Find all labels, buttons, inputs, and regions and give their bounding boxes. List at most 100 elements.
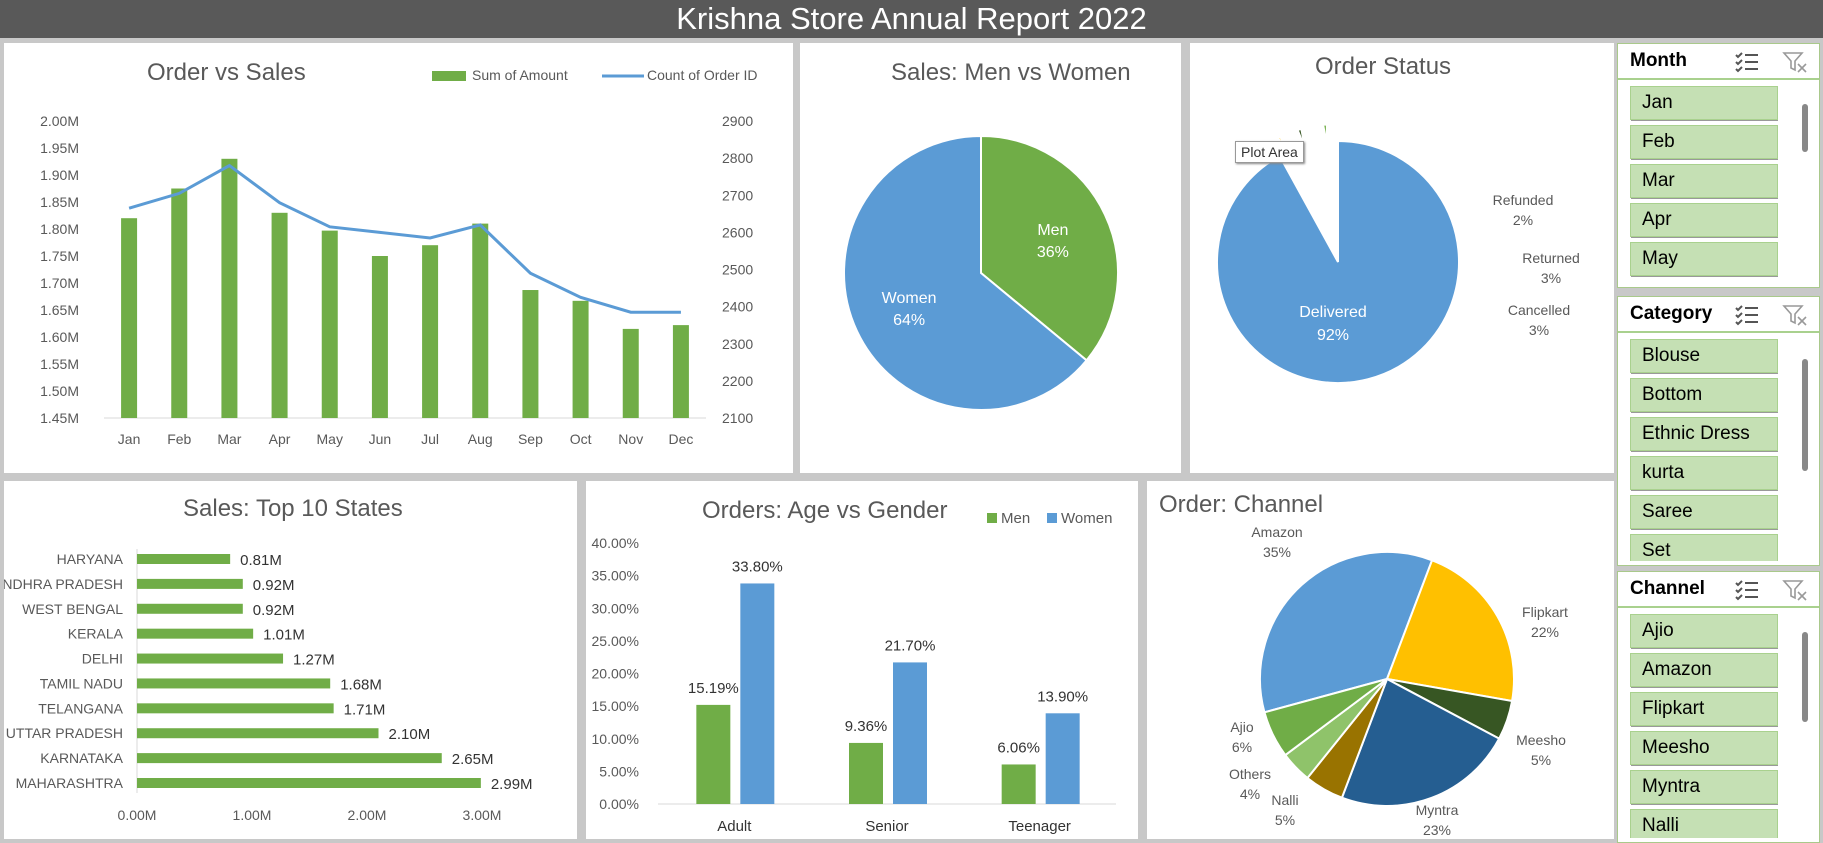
channel-slicer-scrollbar[interactable] bbox=[1799, 622, 1811, 832]
order-status-panel[interactable]: Order Status Delivered 92% Refunded 2% Retur… bbox=[1190, 43, 1614, 473]
multi-select-icon[interactable] bbox=[1734, 303, 1760, 327]
data-label: 1.71M bbox=[344, 701, 386, 718]
slice-label: Refunded bbox=[1493, 192, 1554, 208]
channel-slicer[interactable]: Channel Ajio Amazon Flipkart Meesho Myntra Na… bbox=[1617, 571, 1820, 843]
category-slicer-title: Category bbox=[1630, 303, 1713, 324]
y-tick-label: 1.60M bbox=[40, 329, 79, 345]
category-slicer-scrollbar[interactable] bbox=[1799, 347, 1811, 555]
y2-tick-label: 2800 bbox=[722, 150, 753, 166]
y-tick-label: WEST BENGAL bbox=[22, 601, 123, 617]
age-gender-title: Orders: Age vs Gender bbox=[702, 497, 948, 524]
slicer-item-apr[interactable]: Apr bbox=[1630, 203, 1778, 237]
y-tick-label: UTTAR PRADESH bbox=[6, 725, 123, 741]
slicer-item-jan[interactable]: Jan bbox=[1630, 86, 1778, 120]
slicer-item-may[interactable]: May bbox=[1630, 242, 1778, 276]
slicer-item-flipkart[interactable]: Flipkart bbox=[1630, 692, 1778, 726]
month-slicer-title: Month bbox=[1630, 50, 1687, 71]
slicer-item-ajio[interactable]: Ajio bbox=[1630, 614, 1778, 648]
category-slicer[interactable]: Category Blouse Bottom Ethnic Dress kurta Sa… bbox=[1617, 296, 1820, 566]
clear-filter-icon[interactable] bbox=[1782, 578, 1808, 602]
bar bbox=[137, 653, 284, 664]
scrollbar-thumb[interactable] bbox=[1802, 632, 1808, 722]
x-tick-label: Jan bbox=[118, 431, 141, 447]
x-tick-label: Nov bbox=[618, 431, 643, 447]
slicer-item-saree[interactable]: Saree bbox=[1630, 495, 1778, 529]
slicer-item-mar[interactable]: Mar bbox=[1630, 164, 1778, 198]
x-tick-label: 2.00M bbox=[348, 807, 387, 823]
y2-tick-label: 2400 bbox=[722, 299, 753, 315]
y-tick-label: 1.50M bbox=[40, 383, 79, 399]
pie-slice bbox=[1340, 677, 1501, 807]
order-vs-sales-chart[interactable]: 2.00M 1.95M 1.90M 1.85M 1.80M 1.75M 1.70M 1.65M… bbox=[4, 43, 793, 473]
scrollbar-thumb[interactable] bbox=[1802, 104, 1808, 152]
age-gender-chart[interactable]: 40.00% 35.00% 30.00% 25.00% 20.00% 15.00% 10.0… bbox=[586, 481, 1138, 839]
slicer-item-blouse[interactable]: Blouse bbox=[1630, 339, 1778, 373]
x-tick-label: Oct bbox=[570, 431, 592, 447]
bar bbox=[371, 256, 388, 418]
clear-filter-icon[interactable] bbox=[1782, 50, 1808, 74]
bar bbox=[137, 703, 334, 714]
order-status-chart[interactable]: Delivered 92% Refunded 2% Returned 3% Cancelle… bbox=[1190, 43, 1614, 473]
age-gender-panel[interactable]: Orders: Age vs Gender 40.00% 35.00% 30.00%… bbox=[586, 481, 1138, 839]
men-vs-women-panel[interactable]: Sales: Men vs Women Men 36% Women 64% bbox=[800, 43, 1181, 473]
slice-value: 92% bbox=[1317, 327, 1349, 344]
slice-value: 23% bbox=[1423, 822, 1451, 838]
slice-value: 5% bbox=[1275, 812, 1295, 828]
slice-value: 5% bbox=[1531, 752, 1551, 768]
y-tick-label: 20.00% bbox=[592, 666, 639, 682]
slicer-item-meesho[interactable]: Meesho bbox=[1630, 731, 1778, 765]
channel-panel[interactable]: Order: Channel Amazon 35% Flipkart 22% Meesh… bbox=[1147, 481, 1614, 839]
y-tick-label: ANDHRA PRADESH bbox=[4, 576, 123, 592]
bar bbox=[572, 300, 589, 418]
y-tick-label: 0.00% bbox=[599, 796, 639, 812]
y2-tick-label: 2100 bbox=[722, 410, 753, 426]
month-slicer[interactable]: Month Jan Feb Mar Apr May bbox=[1617, 43, 1820, 288]
x-tick-label: May bbox=[317, 431, 343, 447]
bar bbox=[121, 218, 138, 418]
top-states-panel[interactable]: Sales: Top 10 States HARYANA 0.81M ANDHRA … bbox=[4, 481, 577, 839]
bar bbox=[472, 223, 489, 418]
channel-chart[interactable]: Amazon 35% Flipkart 22% Meesho 5% Myntra 23% Nal… bbox=[1147, 481, 1614, 839]
men-vs-women-chart[interactable]: Men 36% Women 64% bbox=[800, 43, 1181, 473]
y-tick-label: KARNATAKA bbox=[40, 750, 123, 766]
slicer-item-kurta[interactable]: kurta bbox=[1630, 456, 1778, 490]
slicer-item-myntra[interactable]: Myntra bbox=[1630, 770, 1778, 804]
slicer-item-feb[interactable]: Feb bbox=[1630, 125, 1778, 159]
slice-label: Cancelled bbox=[1508, 302, 1570, 318]
multi-select-icon[interactable] bbox=[1734, 50, 1760, 74]
y-tick-label: 5.00% bbox=[599, 763, 639, 779]
pie-slice bbox=[1216, 139, 1460, 384]
slicer-item-set[interactable]: Set bbox=[1630, 534, 1778, 561]
bar bbox=[321, 230, 338, 418]
slice-label: Meesho bbox=[1516, 732, 1566, 748]
data-label: 33.80% bbox=[732, 558, 783, 575]
slicer-item-amazon[interactable]: Amazon bbox=[1630, 653, 1778, 687]
bar bbox=[622, 328, 639, 418]
x-tick-label: Jul bbox=[421, 431, 439, 447]
scrollbar-thumb[interactable] bbox=[1802, 359, 1808, 471]
y-tick-label: DELHI bbox=[82, 651, 123, 667]
x-tick-label: Aug bbox=[468, 431, 493, 447]
slice-label: Men bbox=[1037, 222, 1068, 239]
top-states-chart[interactable]: HARYANA 0.81M ANDHRA PRADESH 0.92M WEST BENG… bbox=[4, 481, 577, 839]
x-tick-label: Senior bbox=[865, 818, 908, 835]
month-slicer-scrollbar[interactable] bbox=[1799, 94, 1811, 277]
y-tick-label: 30.00% bbox=[592, 600, 639, 616]
bar bbox=[137, 578, 243, 589]
month-slicer-header: Month bbox=[1618, 44, 1819, 80]
y-tick-label: 25.00% bbox=[592, 633, 639, 649]
order-vs-sales-panel[interactable]: Order vs Sales 2.00M 1.95M 1.90M 1.85M 1.80M… bbox=[4, 43, 793, 473]
clear-filter-icon[interactable] bbox=[1782, 303, 1808, 327]
y2-tick-label: 2900 bbox=[722, 113, 753, 129]
slicer-item-bottom[interactable]: Bottom bbox=[1630, 378, 1778, 412]
y-tick-label: 1.85M bbox=[40, 194, 79, 210]
y2-tick-label: 2300 bbox=[722, 336, 753, 352]
men-vs-women-title: Sales: Men vs Women bbox=[891, 59, 1131, 86]
y-tick-label: 1.55M bbox=[40, 356, 79, 372]
slicer-item-ethnic-dress[interactable]: Ethnic Dress bbox=[1630, 417, 1778, 451]
y-tick-label: 1.95M bbox=[40, 140, 79, 156]
y-tick-label: KERALA bbox=[68, 626, 124, 642]
slicer-item-nalli[interactable]: Nalli bbox=[1630, 809, 1778, 838]
category-slicer-header: Category bbox=[1618, 297, 1819, 333]
multi-select-icon[interactable] bbox=[1734, 578, 1760, 602]
